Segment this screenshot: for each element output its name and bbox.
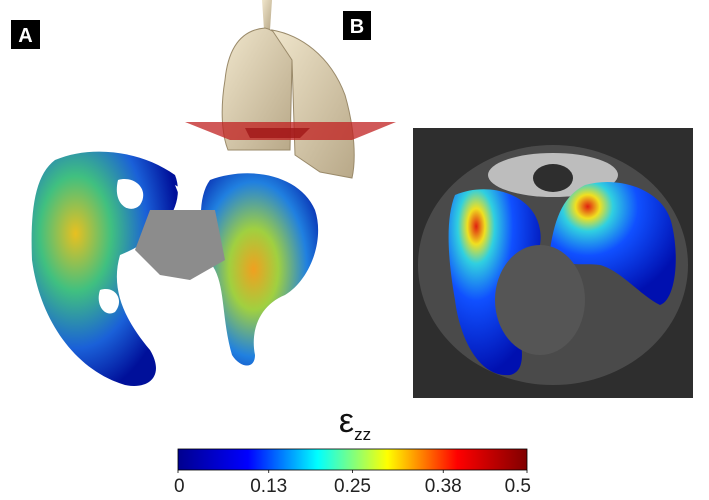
colorbar-subscript: zz xyxy=(354,425,371,444)
colorbar-label: εzz xyxy=(339,402,371,444)
panel-label: A xyxy=(18,25,32,47)
ct-slice xyxy=(413,128,693,398)
panel-label: B xyxy=(350,16,364,38)
figure: A B εzz 0 0.13 0.25 0.38 0.5 xyxy=(0,0,709,500)
tick-label: 0.5 xyxy=(505,476,531,497)
strain-mesh xyxy=(32,152,319,386)
colorbar-ticks: 0 0.13 0.25 0.38 0.5 xyxy=(174,470,531,497)
colorbar xyxy=(178,449,527,470)
tick-label: 0 xyxy=(174,476,185,497)
tick-label: 0.25 xyxy=(334,476,371,497)
tick-label: 0.38 xyxy=(425,476,462,497)
colorbar-symbol: ε xyxy=(339,402,354,440)
tick-label: 0.13 xyxy=(250,476,287,497)
